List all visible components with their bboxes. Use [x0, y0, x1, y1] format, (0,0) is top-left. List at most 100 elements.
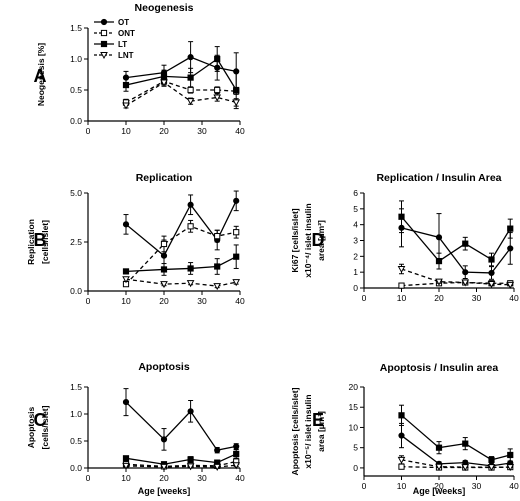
chart-title: Replication / Insulin Area [376, 172, 501, 184]
y-tick-label: 6 [353, 188, 358, 198]
marker-filled-circle [233, 197, 240, 204]
x-tick-label: 0 [362, 481, 367, 491]
chart-title: Apoptosis / Insulin area [380, 362, 499, 374]
marker-open-square [233, 229, 240, 236]
y-tick-label: 1.0 [70, 54, 82, 64]
marker-open-triangle [160, 463, 168, 471]
y-axis-label: Neogenesis [%] [36, 43, 46, 106]
marker-filled-circle [488, 269, 495, 277]
x-tick-label: 30 [197, 296, 207, 306]
legend-label: LNT [118, 51, 134, 60]
marker-open-square [160, 240, 168, 248]
marker-filled-circle [122, 399, 130, 406]
y-tick-label: 20 [349, 382, 359, 392]
y-tick-label: 1.5 [70, 382, 82, 392]
marker-open-triangle [213, 463, 222, 471]
marker-open-triangle [506, 464, 515, 472]
y-tick-label: 3 [353, 236, 358, 246]
marker-filled-circle [100, 18, 108, 26]
x-tick-label: 0 [362, 293, 367, 303]
series-s1 [122, 388, 240, 454]
series-s1 [122, 190, 240, 272]
marker-open-triangle [435, 463, 443, 471]
chart-title: Neogenesis [135, 2, 194, 14]
marker-filled-square [233, 253, 240, 260]
marker-filled-circle [507, 245, 514, 252]
marker-open-triangle [232, 99, 241, 107]
panel-letter: D [312, 230, 325, 250]
legend-label: LT [118, 40, 127, 49]
series-s3 [398, 200, 514, 270]
series-line [125, 58, 237, 91]
marker-filled-square [122, 268, 130, 275]
marker-filled-square [435, 444, 443, 451]
marker-filled-square [187, 456, 194, 463]
x-tick-label: 40 [235, 473, 245, 483]
x-tick-label: 20 [159, 126, 169, 136]
marker-open-triangle [487, 281, 496, 289]
y-axis-label: x10⁻⁵/ islet insulin [303, 394, 313, 468]
marker-open-triangle [122, 462, 130, 470]
y-tick-label: 1.0 [70, 409, 82, 419]
marker-open-square [187, 223, 194, 230]
marker-open-triangle [435, 278, 443, 286]
y-axis-label: Replication [26, 219, 36, 265]
marker-filled-square [233, 86, 240, 94]
marker-open-triangle [160, 79, 168, 87]
y-tick-label: 0 [353, 283, 358, 293]
marker-open-triangle [122, 276, 130, 284]
marker-filled-square [435, 257, 443, 265]
series-s2 [122, 219, 240, 288]
marker-open-triangle [213, 283, 222, 291]
marker-open-triangle [397, 266, 406, 274]
x-tick-label: 20 [434, 481, 444, 491]
y-axis-label: area [µm²] [316, 411, 326, 452]
series-s3 [122, 244, 240, 276]
marker-filled-circle [160, 252, 168, 259]
panel-letter: A [34, 66, 47, 86]
marker-filled-square [160, 73, 168, 80]
series-line [401, 216, 511, 262]
x-tick-label: 30 [472, 481, 482, 491]
y-tick-label: 0.5 [70, 436, 82, 446]
panel-a: A Neogenesis 0 10 20 30 40 0.0 0.5 1.0 1.5 Neogenes… [34, 2, 245, 136]
series-s2 [398, 279, 514, 289]
x-tick-label: 20 [159, 296, 169, 306]
x-tick-label: 0 [86, 296, 91, 306]
series-s4 [397, 455, 515, 472]
x-tick-label: 40 [509, 481, 519, 491]
y-tick-label: 2.5 [70, 237, 82, 247]
marker-filled-square [398, 213, 405, 220]
marker-filled-square [507, 451, 514, 459]
y-tick-label: 10 [349, 422, 359, 432]
x-tick-label: 30 [472, 293, 482, 303]
marker-open-triangle [506, 281, 515, 289]
marker-open-square [214, 86, 221, 94]
legend: OT ONT LT LNT [94, 18, 135, 60]
marker-filled-square [122, 455, 130, 462]
x-tick-label: 10 [121, 296, 131, 306]
chart-title: Replication [136, 172, 193, 184]
marker-filled-circle [435, 234, 443, 241]
series-s4 [397, 263, 515, 289]
marker-open-square [100, 29, 108, 37]
marker-filled-circle [187, 408, 194, 415]
marker-open-triangle [160, 281, 168, 289]
marker-filled-square [214, 263, 221, 270]
marker-open-triangle [232, 279, 241, 287]
x-tick-label: 0 [86, 126, 91, 136]
marker-filled-square [488, 456, 495, 463]
y-tick-label: 0.0 [70, 463, 82, 473]
x-tick-label: 40 [235, 126, 245, 136]
marker-open-triangle [186, 463, 195, 471]
y-axis-label: [cells/islet] [40, 220, 50, 264]
series-line [401, 414, 511, 461]
marker-open-triangle [232, 462, 241, 470]
x-tick-label: 20 [159, 473, 169, 483]
x-tick-label: 40 [509, 293, 519, 303]
marker-filled-square [462, 440, 469, 447]
marker-open-triangle [122, 102, 130, 110]
legend-label: OT [118, 18, 129, 27]
